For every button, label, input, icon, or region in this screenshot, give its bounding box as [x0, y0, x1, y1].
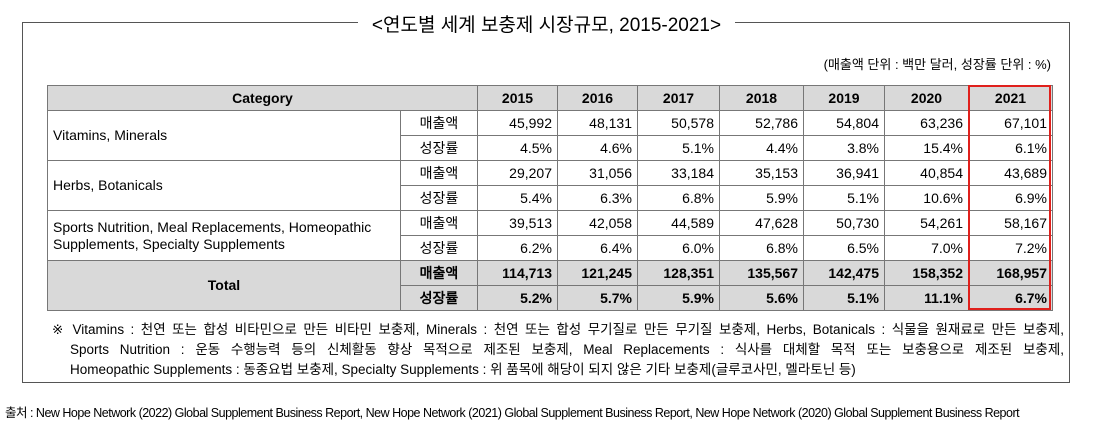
value-cell: 121,245	[557, 260, 638, 286]
category-cell: Vitamins, Minerals	[47, 110, 401, 161]
table-body: Vitamins, Minerals 매출액 45,992 48,131 50,578 5…	[47, 110, 1053, 311]
value-cell: 114,713	[477, 260, 558, 286]
header-cell: 2019	[803, 85, 885, 111]
header-cell: 2020	[884, 85, 969, 111]
value-cell: 4.4%	[719, 135, 804, 161]
value-cell: 47,628	[719, 210, 804, 236]
row-label: 성장률	[400, 285, 478, 311]
table-row: 성장률 5.2% 5.7% 5.9% 5.6% 5.1% 11.1% 6.7%	[48, 285, 1053, 311]
value-cell: 11.1%	[884, 285, 969, 311]
header-cell: Category	[47, 85, 478, 111]
value-cell: 5.2%	[477, 285, 558, 311]
value-cell: 5.6%	[719, 285, 804, 311]
category-cell: Total	[47, 260, 401, 311]
row-label: 매출액	[400, 210, 478, 236]
unit-note: (매출액 단위 : 백만 달러, 성장률 단위 : %)	[823, 57, 1051, 72]
value-cell: 52,786	[719, 110, 804, 136]
category-cell: Sports Nutrition, Meal Replacements, Hom…	[47, 210, 401, 261]
table-row: 성장률 4.5% 4.6% 5.1% 4.4% 3.8% 15.4% 6.1%	[48, 135, 1053, 161]
value-cell: 5.7%	[557, 285, 638, 311]
value-cell: 3.8%	[803, 135, 885, 161]
row-label: 성장률	[400, 135, 478, 161]
value-cell: 6.7%	[968, 285, 1053, 311]
value-cell: 54,261	[884, 210, 969, 236]
value-cell: 50,730	[803, 210, 885, 236]
table-row: Vitamins, Minerals 매출액 45,992 48,131 50,578 5…	[47, 110, 1053, 161]
value-cell: 15.4%	[884, 135, 969, 161]
value-cell: 40,854	[884, 160, 969, 186]
data-table: Category 2015 2016 2017 2018 2019 2020 2021 Vit…	[47, 85, 1053, 311]
value-cell: 6.9%	[968, 185, 1053, 211]
table-row: Total 매출액 114,713 121,245 128,351 135,567 142,…	[47, 260, 1053, 311]
value-cell: 6.8%	[719, 235, 804, 261]
value-cell: 6.4%	[557, 235, 638, 261]
note-line: Homeopathic Supplements : 동종요법 보충제, Spec…	[70, 362, 856, 377]
value-cell: 5.1%	[803, 185, 885, 211]
value-cell: 6.3%	[557, 185, 638, 211]
table-row: 성장률 5.4% 6.3% 6.8% 5.9% 5.1% 10.6% 6.9%	[48, 185, 1053, 211]
value-cell: 142,475	[803, 260, 885, 286]
value-cell: 6.5%	[803, 235, 885, 261]
value-cell: 10.6%	[884, 185, 969, 211]
value-cell: 54,804	[803, 110, 885, 136]
value-cell: 135,567	[719, 260, 804, 286]
note-line: ※ Vitamins : 천연 또는 합성 비타민으로 만든 비타민 보충제, …	[52, 322, 1064, 337]
category-cell: Herbs, Botanicals	[47, 160, 401, 211]
row-label: 성장률	[400, 235, 478, 261]
value-cell: 29,207	[477, 160, 558, 186]
value-cell: 35,153	[719, 160, 804, 186]
header-cell: 2015	[477, 85, 558, 111]
row-label: 매출액	[400, 160, 478, 186]
value-cell: 4.5%	[477, 135, 558, 161]
value-cell: 6.0%	[637, 235, 720, 261]
value-cell: 31,056	[557, 160, 638, 186]
value-cell: 5.4%	[477, 185, 558, 211]
value-cell: 158,352	[884, 260, 969, 286]
value-cell: 63,236	[884, 110, 969, 136]
highlight-box	[968, 85, 1051, 310]
source: 출처 : New Hope Network (2022) Global Supp…	[5, 406, 1020, 420]
table-row: Sports Nutrition, Meal Replacements, Hom…	[47, 210, 1053, 261]
header-cell: 2016	[557, 85, 638, 111]
value-cell: 5.1%	[637, 135, 720, 161]
value-cell: 5.9%	[637, 285, 720, 311]
table-row: Herbs, Botanicals 매출액 29,207 31,056 33,184 35…	[47, 160, 1053, 211]
value-cell: 39,513	[477, 210, 558, 236]
header-row: Category 2015 2016 2017 2018 2019 2020 2021	[47, 85, 1053, 111]
header-cell: 2018	[719, 85, 804, 111]
value-cell: 43,689	[968, 160, 1053, 186]
value-cell: 6.2%	[477, 235, 558, 261]
value-cell: 7.0%	[884, 235, 969, 261]
value-cell: 5.1%	[803, 285, 885, 311]
title: <연도별 세계 보충제 시장규모, 2015-2021>	[357, 15, 736, 36]
value-cell: 36,941	[803, 160, 885, 186]
note-line: Sports Nutrition : 운동 수행능력 등의 신체활동 향상 목적…	[70, 342, 1064, 357]
value-cell: 6.1%	[968, 135, 1053, 161]
table-row: 성장률 6.2% 6.4% 6.0% 6.8% 6.5% 7.0% 7.2%	[48, 235, 1053, 261]
row-label: 성장률	[400, 185, 478, 211]
value-cell: 7.2%	[968, 235, 1053, 261]
value-cell: 168,957	[968, 260, 1053, 286]
row-label: 매출액	[400, 110, 478, 136]
value-cell: 44,589	[637, 210, 720, 236]
value-cell: 128,351	[637, 260, 720, 286]
row-label: 매출액	[400, 260, 478, 286]
value-cell: 33,184	[637, 160, 720, 186]
header-cell: 2017	[637, 85, 720, 111]
value-cell: 42,058	[557, 210, 638, 236]
value-cell: 45,992	[477, 110, 558, 136]
value-cell: 48,131	[557, 110, 638, 136]
frame	[22, 22, 1070, 383]
value-cell: 50,578	[637, 110, 720, 136]
value-cell: 6.8%	[637, 185, 720, 211]
value-cell: 4.6%	[557, 135, 638, 161]
title-wrap: <연도별 세계 보충제 시장규모, 2015-2021>	[0, 10, 1093, 37]
value-cell: 5.9%	[719, 185, 804, 211]
